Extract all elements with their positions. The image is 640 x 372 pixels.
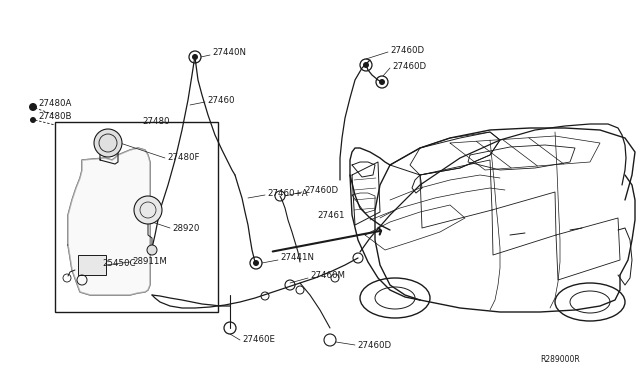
Text: 27460D: 27460D	[390, 45, 424, 55]
Bar	[55, 122, 218, 312]
Text: 27460D: 27460D	[304, 186, 338, 195]
Bar	[78, 255, 106, 275]
Text: 27461: 27461	[317, 211, 345, 219]
Text: 27480: 27480	[142, 116, 170, 125]
Circle shape	[253, 260, 259, 266]
Text: 27460M: 27460M	[310, 272, 345, 280]
Circle shape	[134, 196, 162, 224]
Polygon shape	[68, 148, 150, 295]
Text: 27480F: 27480F	[167, 153, 200, 161]
Text: 27480A: 27480A	[38, 99, 72, 108]
Circle shape	[30, 117, 36, 123]
Circle shape	[363, 62, 369, 68]
Circle shape	[379, 79, 385, 85]
Text: 27460+A: 27460+A	[267, 189, 308, 198]
Circle shape	[94, 129, 122, 157]
Text: 27460D: 27460D	[392, 61, 426, 71]
Text: 27480B: 27480B	[38, 112, 72, 121]
Text: 27440N: 27440N	[212, 48, 246, 57]
Text: 27441N: 27441N	[280, 253, 314, 263]
Text: 27460: 27460	[207, 96, 234, 105]
Text: 25450C: 25450C	[102, 260, 136, 269]
Circle shape	[147, 245, 157, 255]
Text: 27460D: 27460D	[357, 340, 391, 350]
Text: 28920: 28920	[172, 224, 200, 232]
Circle shape	[29, 103, 37, 111]
Text: R289000R: R289000R	[540, 356, 580, 365]
Circle shape	[192, 54, 198, 60]
Text: 27460E: 27460E	[242, 336, 275, 344]
Text: 28911M: 28911M	[132, 257, 167, 266]
